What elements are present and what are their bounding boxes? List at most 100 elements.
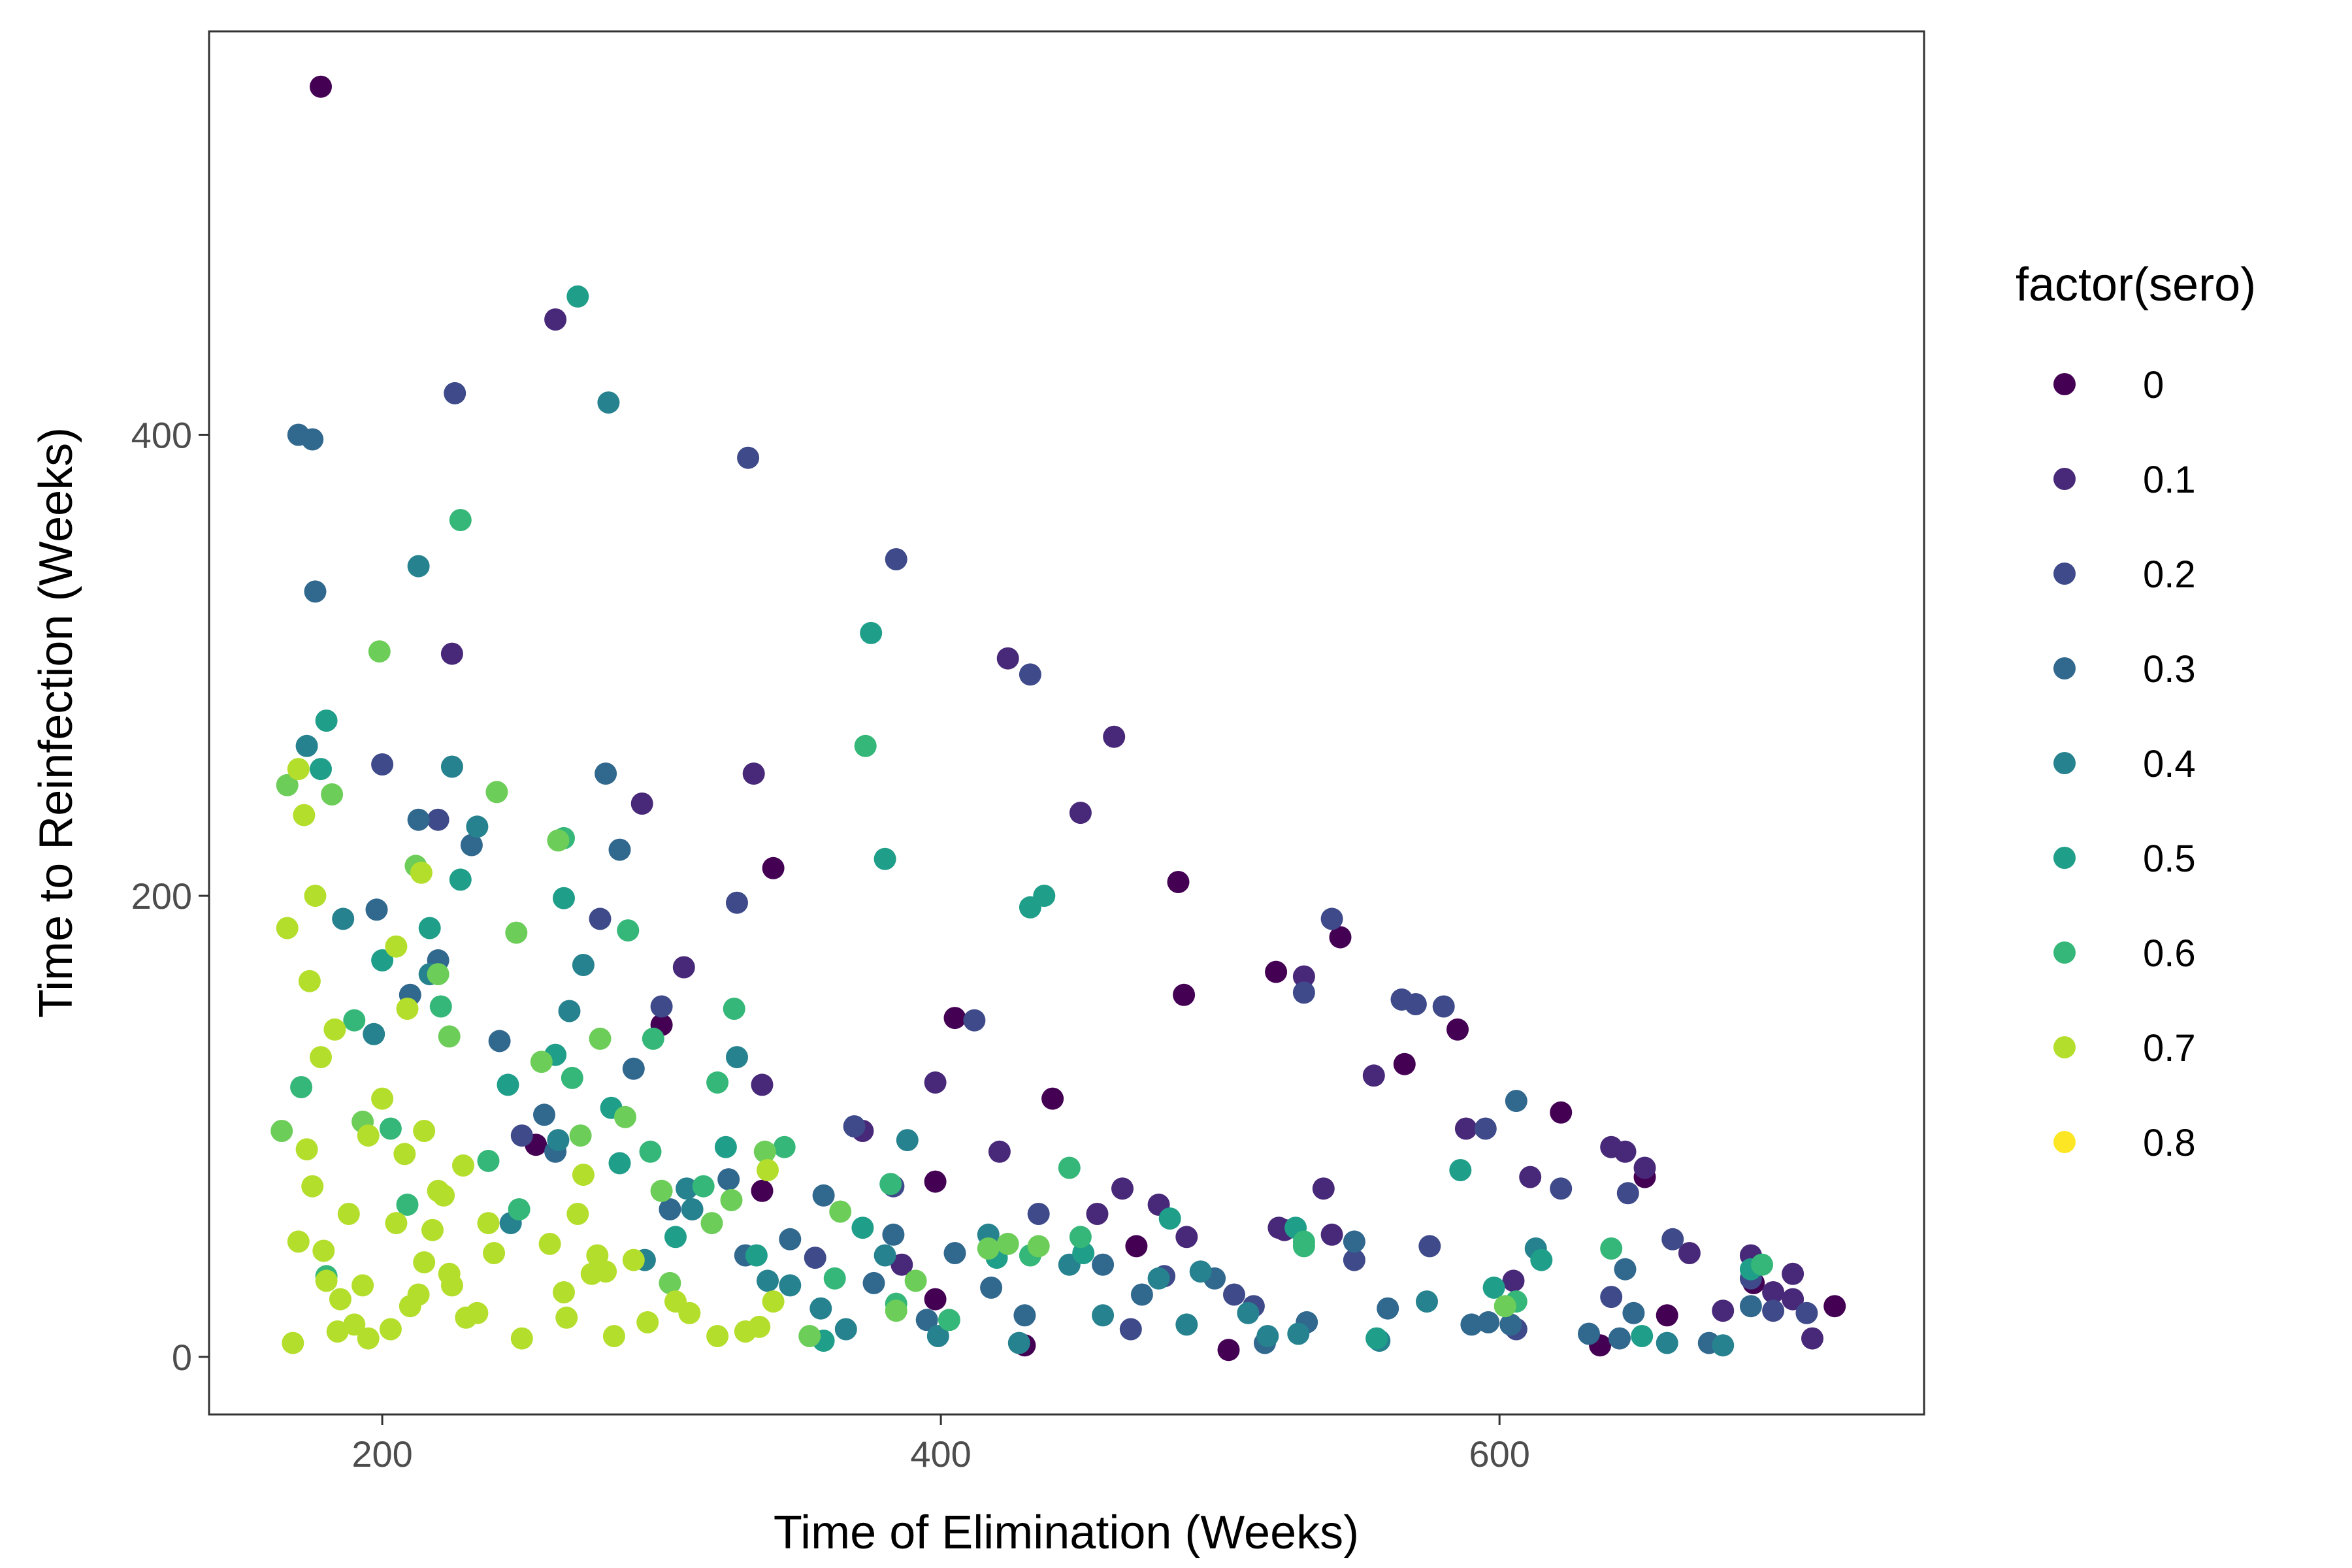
data-point-sero-0-6 — [379, 1117, 402, 1140]
data-point-sero-0-1 — [890, 1253, 913, 1276]
data-point-sero-0 — [1329, 926, 1352, 949]
data-point-sero-0-3 — [980, 1276, 1003, 1299]
data-point-sero-0-6 — [639, 1140, 662, 1163]
data-point-sero-0-8 — [357, 1327, 380, 1350]
data-point-sero-0-2 — [1550, 1177, 1573, 1200]
data-point-sero-0-8 — [326, 1320, 349, 1343]
data-point-sero-0-8 — [293, 804, 316, 826]
data-point-sero-0-6 — [823, 1267, 846, 1290]
data-point-sero-0-4 — [726, 1046, 748, 1069]
data-point-sero-0-5 — [851, 1217, 874, 1239]
data-point-sero-0-5 — [874, 847, 896, 870]
data-point-sero-0-2 — [427, 808, 449, 831]
data-point-sero-0-8 — [396, 998, 419, 1020]
data-point-sero-0-3 — [365, 898, 388, 921]
data-point-sero-0 — [310, 75, 332, 98]
data-point-sero-0-7 — [1027, 1235, 1050, 1258]
data-point-sero-0-3 — [882, 1223, 905, 1246]
legend-label: 0.3 — [2143, 648, 2196, 691]
data-point-sero-0-8 — [312, 1239, 335, 1262]
data-point-sero-0-2 — [589, 907, 612, 930]
data-point-sero-0-1 — [1801, 1327, 1823, 1350]
data-point-sero-0-7 — [614, 1105, 636, 1128]
legend-key — [2053, 941, 2076, 964]
data-point-sero-0 — [1393, 1053, 1416, 1075]
data-point-sero-0 — [1265, 960, 1288, 983]
data-point-sero-0-7 — [270, 1120, 293, 1142]
data-point-sero-0-4 — [834, 1318, 857, 1341]
data-point-sero-0-2 — [1432, 995, 1455, 1018]
data-point-sero-0-3 — [608, 838, 631, 861]
data-point-sero-0-2 — [1795, 1301, 1818, 1324]
data-point-sero-0-1 — [996, 647, 1019, 670]
data-point-sero-0-5 — [418, 917, 441, 939]
data-point-sero-0-7 — [996, 1232, 1019, 1255]
data-point-sero-0-2 — [804, 1247, 826, 1269]
data-point-sero-0-3 — [1477, 1311, 1500, 1333]
data-point-sero-0-1 — [1267, 1217, 1290, 1239]
data-point-sero-0 — [1446, 1018, 1469, 1041]
data-point-sero-0-8 — [757, 1159, 779, 1181]
x-tick-label: 600 — [1469, 1433, 1529, 1475]
data-point-sero-0-8 — [452, 1154, 474, 1177]
data-point-sero-0-8 — [413, 1120, 436, 1142]
data-point-sero-0-8 — [407, 1283, 430, 1306]
data-point-sero-0-5 — [1033, 885, 1056, 907]
legend-key — [2053, 752, 2076, 774]
data-point-sero-0 — [1823, 1295, 1846, 1318]
data-point-sero-0-6 — [561, 1066, 583, 1089]
data-point-sero-0-8 — [602, 1325, 625, 1347]
data-point-sero-0-5 — [1158, 1207, 1181, 1230]
data-point-sero-0-8 — [636, 1311, 659, 1333]
data-point-sero-0-3 — [1130, 1283, 1153, 1306]
data-point-sero-0-8 — [357, 1124, 380, 1147]
data-point-sero-0-7 — [530, 1051, 553, 1073]
data-point-sero-0-2 — [1343, 1249, 1365, 1271]
data-point-sero-0-1 — [751, 1073, 774, 1096]
data-point-sero-0-8 — [538, 1232, 561, 1255]
data-point-sero-0-1 — [1633, 1156, 1656, 1179]
data-point-sero-0-3 — [304, 580, 327, 603]
data-point-sero-0-8 — [438, 1262, 461, 1285]
data-point-sero-0-1 — [1712, 1299, 1735, 1322]
data-point-sero-0-8 — [329, 1288, 351, 1311]
data-point-sero-0-4 — [1237, 1301, 1260, 1324]
y-tick-label: 200 — [131, 875, 192, 917]
data-point-sero-0-8 — [295, 1138, 318, 1161]
data-point-sero-0-8 — [762, 1290, 785, 1313]
x-axis-title: Time of Elimination (Weeks) — [774, 1507, 1359, 1559]
data-point-sero-0-6 — [692, 1175, 715, 1198]
data-points — [270, 75, 1846, 1362]
data-point-sero-0-1 — [1502, 1269, 1525, 1292]
data-point-sero-0-7 — [829, 1200, 852, 1223]
data-point-sero-0-4 — [572, 954, 595, 976]
data-point-sero-0-1 — [440, 642, 463, 665]
data-point-sero-0-4 — [466, 815, 489, 838]
data-point-sero-0-8 — [301, 1175, 324, 1198]
data-point-sero-0-6 — [1600, 1237, 1623, 1260]
data-point-sero-0-2 — [444, 382, 466, 404]
data-point-sero-0-6 — [449, 509, 472, 531]
data-point-sero-0-2 — [1292, 981, 1315, 1004]
data-point-sero-0-8 — [566, 1203, 589, 1225]
data-point-sero-0-8 — [310, 1046, 332, 1069]
data-point-sero-0-2 — [371, 753, 394, 776]
data-point-sero-0-8 — [553, 1281, 575, 1303]
data-point-sero-0-3 — [1578, 1322, 1600, 1345]
data-point-sero-0-4 — [676, 1177, 698, 1200]
data-point-sero-0-8 — [664, 1290, 687, 1313]
data-point-sero-0-3 — [407, 808, 430, 831]
data-point-sero-0-1 — [1111, 1177, 1134, 1200]
data-point-sero-0-2 — [737, 446, 760, 469]
data-point-sero-0-6 — [1292, 1235, 1315, 1258]
legend-label: 0.7 — [2143, 1027, 2196, 1070]
data-point-sero-0-1 — [1678, 1242, 1701, 1264]
data-point-sero-0-5 — [714, 1135, 737, 1158]
data-point-sero-0 — [1167, 871, 1190, 893]
plot-panel-border — [208, 30, 1925, 1416]
data-point-sero-0-4 — [1175, 1313, 1198, 1336]
data-point-sero-0-4 — [874, 1244, 896, 1267]
data-point-sero-0-6 — [773, 1135, 796, 1158]
data-point-sero-0-2 — [1762, 1299, 1785, 1322]
data-point-sero-0-4 — [332, 907, 355, 930]
